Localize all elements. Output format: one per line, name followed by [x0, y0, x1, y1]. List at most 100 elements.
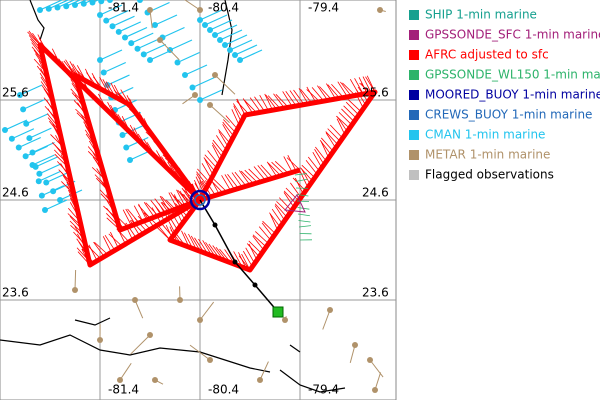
wind-barb: [336, 116, 348, 132]
wind-barb: [131, 32, 154, 44]
flight-track: [199, 167, 301, 203]
wind-barb: [329, 124, 343, 139]
wind-barb: [298, 220, 311, 223]
wind-barb: [174, 203, 188, 217]
wind-barb: [211, 142, 223, 158]
wind-barb: [336, 118, 346, 136]
wind-barb: [317, 85, 329, 101]
wind-barb: [320, 141, 330, 159]
wind-barb: [214, 74, 236, 95]
wind-barb: [150, 199, 163, 215]
wind-barb: [257, 165, 270, 180]
longitude-label: -80.4: [208, 383, 239, 397]
wind-barb: [168, 192, 178, 209]
metar-station: [377, 7, 383, 13]
wind-barb: [137, 38, 160, 50]
wind-barb: [274, 205, 286, 221]
wind-barb: [239, 170, 251, 186]
wind-barb: [134, 299, 144, 319]
legend-label: SHIP 1-min marine: [425, 8, 537, 22]
wind-barb: [289, 90, 301, 106]
cman-station: [115, 28, 122, 35]
wind-barb: [154, 14, 178, 26]
coast: [289, 344, 301, 353]
wind-barb: [366, 75, 376, 93]
wind-barb: [315, 146, 327, 162]
wind-barb: [246, 243, 260, 258]
wind-barb: [273, 93, 285, 109]
wind-barb: [87, 245, 101, 259]
wind-barb: [312, 151, 323, 169]
cman-station: [107, 0, 113, 3]
latitude-label: 24.6: [2, 186, 29, 200]
wind-barb: [285, 91, 297, 107]
wind-barb: [166, 217, 176, 234]
wind-barb: [184, 0, 201, 11]
latitude-label: 23.6: [362, 286, 389, 300]
wind-barb: [35, 156, 58, 168]
wind-barb: [307, 156, 320, 172]
wind-barb: [159, 195, 170, 212]
wind-barb: [161, 196, 174, 211]
wind-barb: [57, 0, 76, 9]
wind-barb: [177, 189, 189, 205]
wind-barb: [74, 269, 77, 291]
wind-barb: [145, 202, 159, 216]
wind-barb: [149, 9, 153, 29]
metar-station: [207, 357, 213, 363]
wind-barb: [122, 124, 145, 136]
wind-barb: [93, 241, 105, 257]
wind-barb: [362, 76, 372, 93]
wind-barb: [306, 86, 317, 103]
wind-barb: [286, 157, 301, 171]
wind-barb: [337, 81, 348, 98]
wind-barb: [331, 83, 344, 98]
legend-label: CREWS_BUOY 1-min marine: [425, 108, 592, 122]
wind-barb: [133, 205, 144, 222]
wind-barb: [267, 95, 281, 110]
wind-barb: [204, 14, 228, 26]
wind-barb: [127, 208, 140, 224]
metar-station: [367, 357, 373, 363]
wind-barb: [276, 201, 290, 215]
wind-barb: [124, 26, 148, 39]
metar-station: [352, 342, 358, 348]
wind-barb: [283, 156, 293, 173]
wind-barb: [259, 95, 269, 112]
wind-barb: [264, 93, 273, 111]
legend-swatch: [409, 50, 419, 60]
wind-barb: [356, 89, 367, 106]
legend-label: GPSSONDE_SFC 1-min marine: [425, 28, 600, 42]
wind-barb: [314, 149, 325, 165]
wind-barb: [245, 247, 255, 264]
wind-barb: [216, 135, 227, 151]
wind-barb: [248, 243, 258, 261]
coast: [74, 317, 111, 326]
wind-barb: [46, 171, 69, 184]
flight-track: [167, 89, 378, 273]
wind-barb: [260, 164, 274, 179]
wind-barb: [143, 201, 155, 218]
wind-barb: [92, 0, 100, 4]
wind-barb: [177, 51, 200, 64]
wind-barb: [4, 119, 28, 131]
wind-barb: [293, 89, 305, 105]
legend-swatch: [409, 110, 419, 120]
metar-station: [132, 297, 138, 303]
wind-barb: [296, 194, 309, 197]
metar-station: [192, 92, 198, 98]
wind-barb: [102, 236, 112, 253]
wind-barb: [296, 200, 310, 203]
wind-barb: [221, 175, 232, 191]
wind-barb: [66, 0, 82, 7]
wind-barb: [209, 104, 230, 124]
wind-barb: [294, 177, 304, 195]
metar-station: [327, 307, 333, 313]
longitude-label: -81.4: [108, 383, 139, 397]
wind-barb: [234, 171, 247, 187]
wind-barb: [325, 131, 339, 146]
wind-barb: [327, 128, 341, 142]
wind-barb: [19, 84, 43, 96]
legend-swatch: [409, 170, 419, 180]
wind-barb: [209, 19, 233, 31]
